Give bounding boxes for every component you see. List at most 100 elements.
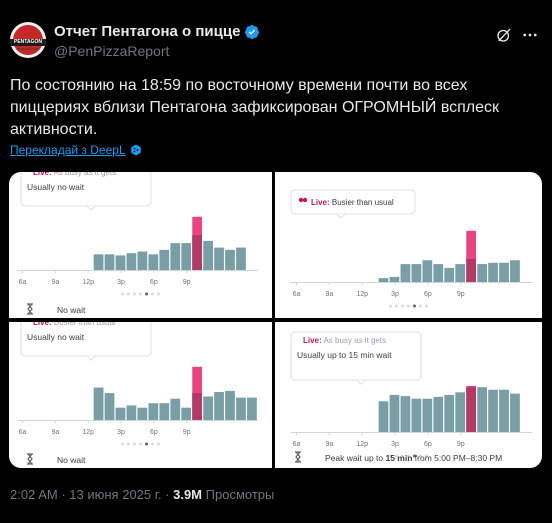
pagination-dot[interactable] [395, 454, 398, 458]
live-tooltip-card [290, 189, 416, 215]
translate-link[interactable]: Перекладай з DeepL [10, 143, 142, 157]
pagination-dot[interactable] [419, 454, 422, 458]
pagination-dot[interactable] [425, 304, 428, 308]
usual-busyness-bar [444, 394, 455, 432]
hour-tick-label: 9a [51, 429, 59, 436]
usual-busyness-bar [411, 264, 422, 282]
usual-busyness-bar [148, 403, 159, 420]
verified-badge-icon[interactable] [244, 24, 260, 40]
hourglass-icon [27, 453, 33, 465]
live-overlap-bar [466, 387, 477, 432]
grok-icon[interactable] [495, 26, 513, 44]
pagination-dot[interactable] [157, 292, 160, 296]
wait-time-text: Peak wait up to 15 min from 5:00 PM–8:30… [325, 453, 502, 463]
pagination-dot[interactable] [389, 304, 392, 308]
pagination-dot[interactable] [127, 292, 130, 296]
popular-times-panel-1[interactable]: 6a 9a 12p 3p 6p 9p Live: As busy as it gets Usu… [9, 172, 272, 318]
usual-busyness-bar [433, 264, 444, 282]
hour-tick-label: 6p [424, 291, 432, 298]
usual-busyness-bar [444, 267, 455, 282]
more-options-icon[interactable] [521, 26, 539, 44]
wait-time-text: No wait [57, 455, 86, 465]
live-status-text: Live: Busier than usual [33, 322, 116, 327]
tooltip-pointer [86, 205, 96, 211]
usual-busyness-bar [378, 278, 389, 282]
meta-separator: · [61, 487, 66, 502]
tooltip-pointer [86, 355, 96, 361]
live-overlap-bar [192, 393, 203, 420]
tweet-date[interactable]: 13 июня 2025 г. [69, 487, 162, 502]
pagination-dot[interactable] [151, 442, 154, 446]
people-icon [302, 197, 308, 203]
pagination-dot[interactable] [145, 442, 148, 446]
usual-busyness-bar [455, 392, 466, 432]
usual-busyness-bar [411, 398, 422, 432]
hour-tick-label: 6a [19, 279, 27, 286]
usual-busyness-bar [159, 249, 170, 270]
pagination-dot[interactable] [121, 292, 124, 296]
popular-times-panel-3[interactable]: 6a 9a 12p 3p 6p 9p Live: Busier than usual Usua… [9, 322, 272, 468]
popular-times-panel-2[interactable]: 6a 9a 12p 3p 6p 9p Live: Busier than usual [275, 172, 542, 318]
pagination-dot[interactable] [413, 454, 416, 458]
usual-busyness-bar [93, 254, 104, 270]
hour-tick-label: 12p [356, 441, 368, 448]
pagination-dot[interactable] [401, 454, 404, 458]
hour-tick-label: 9a [51, 279, 59, 286]
pagination-dot[interactable] [407, 304, 410, 308]
usual-busyness-bar [203, 396, 213, 420]
pagination-dot[interactable] [127, 442, 130, 446]
usual-wait-text: Usually no wait [27, 332, 85, 342]
usual-busyness-bar [499, 389, 509, 432]
tweet-text: По состоянию на 18:59 по восточному врем… [10, 77, 500, 138]
pagination-dot[interactable] [395, 304, 398, 308]
hour-tick-label: 6a [19, 429, 27, 436]
usual-busyness-bar [115, 407, 126, 420]
media-grid[interactable]: 6a 9a 12p 3p 6p 9p Live: As busy as it gets Usu… [9, 172, 542, 468]
account-avatar[interactable]: PENTAGON PIZZA REPORT [10, 22, 46, 58]
usual-busyness-bar [433, 396, 444, 432]
tooltip-pointer [356, 379, 366, 385]
hour-tick-label: 6a [293, 441, 301, 448]
hour-tick-label: 12p [82, 429, 94, 436]
pagination-dot[interactable] [121, 442, 124, 446]
usual-busyness-bar [203, 240, 213, 270]
usual-busyness-bar [236, 397, 246, 420]
usual-busyness-bar [499, 262, 509, 282]
tweet-time[interactable]: 2:02 AM [10, 487, 58, 502]
account-handle[interactable]: @PenPizzaReport [54, 43, 170, 59]
avatar-band [10, 39, 46, 46]
hour-tick-label: 6p [150, 429, 158, 436]
display-name-text[interactable]: Отчет Пентагона о пицце [54, 23, 241, 40]
live-busyness-bar [466, 230, 477, 282]
usual-busyness-bar [148, 254, 159, 270]
usual-busyness-bar [159, 403, 170, 420]
pagination-dot[interactable] [407, 454, 410, 458]
pagination-dot[interactable] [133, 442, 136, 446]
pagination-dot[interactable] [139, 292, 142, 296]
usual-busyness-bar [378, 401, 389, 432]
pagination-dot[interactable] [389, 454, 392, 458]
translate-link-text[interactable]: Перекладай з DeepL [10, 143, 126, 157]
tweet-meta: 2:02 AM · 13 июня 2025 г. · 3.9M Просмот… [10, 487, 274, 502]
usual-busyness-bar [225, 249, 235, 270]
pagination-dot[interactable] [145, 292, 148, 296]
hourglass-icon [27, 303, 33, 315]
pagination-dot[interactable] [157, 442, 160, 446]
hour-tick-label: 9p [183, 279, 191, 286]
deepl-icon [130, 144, 141, 156]
popular-times-panel-4[interactable]: 6a 9a 12p 3p 6p 9p Live: As busy as it gets Usu… [275, 322, 542, 468]
pagination-dot[interactable] [139, 442, 142, 446]
usual-busyness-bar [214, 392, 224, 420]
pagination-dot[interactable] [133, 292, 136, 296]
pagination-dot[interactable] [419, 304, 422, 308]
usual-busyness-bar [400, 396, 411, 432]
pagination-dot[interactable] [151, 292, 154, 296]
live-overlap-bar [192, 235, 203, 270]
live-overlap-bar [466, 258, 477, 282]
pagination-dot[interactable] [413, 304, 416, 308]
display-name[interactable]: Отчет Пентагона о пицце [54, 23, 260, 40]
pagination-dot[interactable] [425, 454, 428, 458]
usual-busyness-bar [236, 247, 246, 270]
pagination-dot[interactable] [401, 304, 404, 308]
usual-busyness-bar [104, 254, 115, 270]
